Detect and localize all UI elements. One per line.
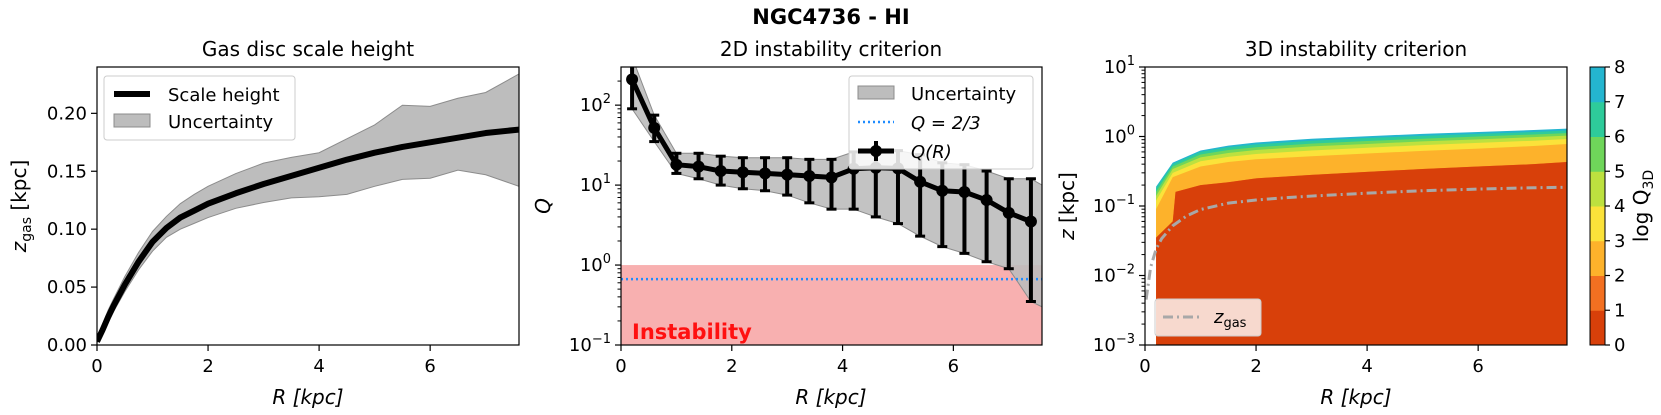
x-tick-label: 4 [313,356,324,377]
x-tick-label: 4 [837,356,848,377]
q-point [803,169,816,182]
q-point [1002,206,1015,219]
panel-1-y-axis-label: zgas [kpc] [7,160,35,254]
y-tick-label: 0.00 [47,335,87,356]
y-tick-label: 10−1 [569,332,611,356]
scale-height-line [97,126,519,343]
q-point [936,184,949,197]
colorbar-segment [1590,101,1605,137]
colorbar-tick-label: 2 [1614,266,1625,287]
colorbar-segment [1590,310,1605,346]
zgas-line [1145,185,1567,300]
x-tick-label: 2 [202,356,213,377]
colorbar-segment [1590,240,1605,276]
panel-3-title: 3D instability criterion [1245,37,1467,61]
q-point [980,194,993,207]
y-tick-label: 0.10 [47,219,87,240]
panel-2-legend: Uncertainty Q = 2/3 Q(R) [848,75,1034,170]
q-point [626,73,639,86]
y-tick-label: 101 [580,172,611,196]
colorbar-label: log Q3D [1629,170,1657,242]
figure-title: NGC4736 - HI [752,5,909,29]
panel-2-x-axis-label: R [kpc] [795,385,866,409]
legend-label-zgas: zgas [1213,307,1247,331]
q-point [958,185,971,198]
legend-label-threshold: Q = 2/3 [911,113,981,134]
panel-3-legend: zgas [1154,298,1262,337]
legend-label-uncertainty-2: Uncertainty [911,84,1017,105]
y-tick-label: 102 [580,92,611,116]
x-tick-label: 0 [615,356,626,377]
q-point [736,166,749,179]
colorbar-segment [1590,67,1605,103]
q-point [914,175,927,188]
colorbar-tick-label: 6 [1614,127,1625,148]
x-tick-label: 6 [424,356,435,377]
panel-scale-height: Gas disc scale height 0 2 4 6 0.00 0.05 0.10 0… [7,37,520,409]
y-tick-label: 100 [580,252,611,276]
panel-3-x-axis-label: R [kpc] [1320,385,1391,409]
panel-2-title: 2D instability criterion [720,37,942,61]
panel-1-x-axis-label: R [kpc] [272,385,343,409]
q-point [759,167,772,180]
x-tick-label: 0 [1139,356,1150,377]
x-tick-label: 2 [726,356,737,377]
colorbar-tick-label: 0 [1614,335,1625,356]
colorbar-tick-label: 7 [1614,92,1625,113]
q-point [781,168,794,181]
colorbar-segment [1590,136,1605,172]
colorbar-segment [1590,206,1605,242]
y-tick-label: 101 [1104,54,1135,78]
y-tick-label: 0.15 [47,161,87,182]
panel-1-legend-box [103,75,296,141]
q-point [648,121,661,134]
legend-swatch-q-marker [870,145,882,157]
x-tick-label: 4 [1361,356,1372,377]
y-tick-label: 0.20 [47,103,87,124]
panel-3-y-axis-label: z [kpc] [1055,172,1079,241]
colorbar-tick-label: 3 [1614,231,1625,252]
q-point [670,158,683,171]
y-tick-label: 10−1 [1093,193,1135,217]
y-tick-label: 100 [1104,124,1135,148]
colorbar-tick-label: 4 [1614,196,1625,217]
y-tick-label: 10−3 [1093,332,1135,356]
x-tick-label: 6 [948,356,959,377]
legend-label-uncertainty: Uncertainty [168,112,274,133]
x-tick-label: 0 [91,356,102,377]
panel-1-legend: Scale height Uncertainty [103,75,296,141]
panel-1-title: Gas disc scale height [202,37,414,61]
panel-2-y-axis-label: Q [531,198,555,214]
q-point [825,171,838,184]
instability-region-label: Instability [632,320,752,344]
panel-2d-instability: 2D instability criterion 0 2 4 6 10−1 100 101… [531,37,1043,409]
panel-2-axes-frame [620,66,1043,346]
colorbar-tick-label: 8 [1614,57,1625,78]
panel-1-axes-frame [96,66,520,346]
colorbar: 0 1 2 3 4 5 6 7 8 log Q3D [1589,57,1657,356]
x-tick-label: 2 [1250,356,1261,377]
colorbar-tick-label: 1 [1614,300,1625,321]
colorbar-segment [1590,171,1605,207]
legend-swatch-uncertainty [113,113,151,128]
x-tick-label: 6 [1472,356,1483,377]
colorbar-tick-label: 5 [1614,161,1625,182]
y-tick-label: 0.05 [47,277,87,298]
uncertainty-band [631,67,1042,308]
legend-label-q: Q(R) [911,142,952,163]
q-point [692,160,705,173]
legend-label-scale-height: Scale height [168,85,280,106]
colorbar-frame [1589,66,1606,346]
q-point [1024,215,1037,228]
legend-swatch-uncertainty-2 [857,85,895,100]
uncertainty-band [97,73,519,344]
panel-2-legend-box [848,75,1034,170]
q-point [714,165,727,178]
panel-3-legend-box [1154,298,1262,337]
y-tick-label: 10−2 [1093,263,1135,287]
colorbar-segment [1590,275,1605,311]
